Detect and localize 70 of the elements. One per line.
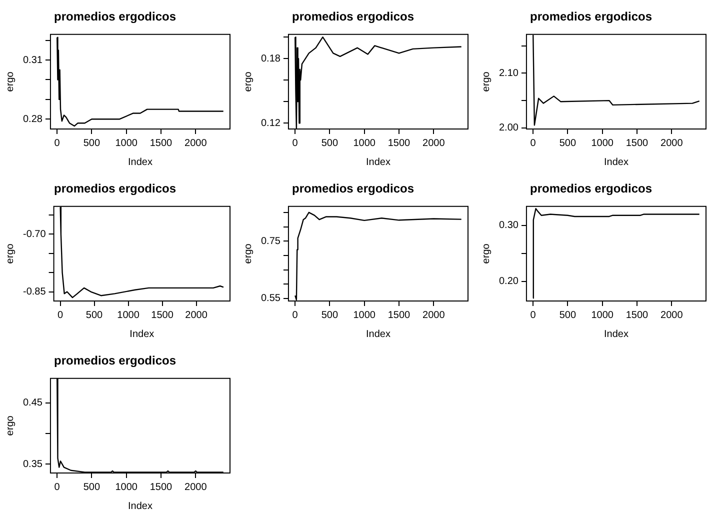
x-tick-label: 1000 [117,310,140,321]
y-tick-label: 0.35 [22,458,43,470]
y-axis-title: ergo [4,243,16,264]
x-tick-label: 1500 [388,310,411,321]
x-axis-title: Index [604,328,628,340]
chart-title: promedios ergodicos [530,10,652,24]
chart-title: promedios ergodicos [292,182,414,196]
y-axis-title: ergo [4,71,16,92]
y-axis-title: ergo [480,243,492,264]
x-axis-title: Index [128,500,152,512]
y-tick-label: 0.28 [22,114,43,125]
x-tick-label: 0 [292,310,298,321]
x-tick-label: 2000 [185,310,208,321]
x-tick-label: 500 [559,138,576,149]
x-tick-label: 1000 [353,138,376,149]
y-axis-title: ergo [242,71,254,92]
x-tick-label: 2000 [660,138,684,149]
chart-title: promedios ergodicos [54,10,176,24]
y-axis-title: ergo [4,415,16,436]
x-tick-label: 1000 [115,138,138,149]
x-tick-label: 500 [86,310,104,321]
x-tick-label: 0 [54,138,60,149]
x-tick-label: 0 [57,310,64,321]
y-tick-label: 0.31 [22,54,43,66]
x-tick-label: 500 [83,138,100,149]
x-tick-label: 0 [530,310,536,321]
x-tick-label: 1000 [115,482,138,493]
y-tick-label: 0.45 [22,398,43,409]
y-axis-title: ergo [242,243,254,264]
x-tick-label: 2000 [422,310,446,321]
x-tick-label: 1500 [150,482,173,493]
y-tick-label: 0.18 [260,53,281,64]
chart-title: promedios ergodicos [292,10,414,24]
x-axis-title: Index [130,328,154,340]
x-tick-label: 1500 [626,310,649,321]
y-axis-title: ergo [480,71,492,92]
y-tick-label: -0.85 [22,286,46,298]
x-tick-label: 500 [559,310,576,321]
y-tick-label: 2.00 [498,122,519,134]
y-tick-label: 0.75 [260,236,281,247]
x-tick-label: 1500 [388,138,411,149]
x-axis-title: Index [604,156,628,168]
x-axis-title: Index [366,328,390,340]
x-tick-label: 2000 [184,138,208,149]
x-tick-label: 500 [321,138,338,149]
y-tick-label: 0.55 [260,293,281,304]
x-tick-label: 1500 [626,138,649,149]
x-tick-label: 1500 [151,310,174,321]
x-tick-label: 2000 [422,138,446,149]
y-tick-label: 0.20 [498,276,519,288]
x-tick-label: 2000 [184,482,208,493]
chart-title: promedios ergodicos [54,354,176,368]
y-tick-label: 0.30 [498,220,519,232]
x-tick-label: 500 [321,310,338,321]
x-tick-label: 1000 [591,138,614,149]
x-tick-label: 0 [54,482,60,493]
x-tick-label: 2000 [660,310,684,321]
x-tick-label: 0 [530,138,536,149]
chart-title: promedios ergodicos [530,182,652,196]
chart-title: promedios ergodicos [54,182,176,196]
x-tick-label: 1000 [353,310,376,321]
x-axis-title: Index [128,156,152,168]
y-tick-label: 2.10 [498,68,519,79]
x-tick-label: 500 [83,482,100,493]
y-tick-label: -0.70 [22,228,46,240]
x-tick-label: 0 [292,138,298,149]
y-tick-label: 0.12 [260,118,281,129]
x-tick-label: 1000 [591,310,614,321]
x-tick-label: 1500 [150,138,173,149]
x-axis-title: Index [366,156,390,168]
